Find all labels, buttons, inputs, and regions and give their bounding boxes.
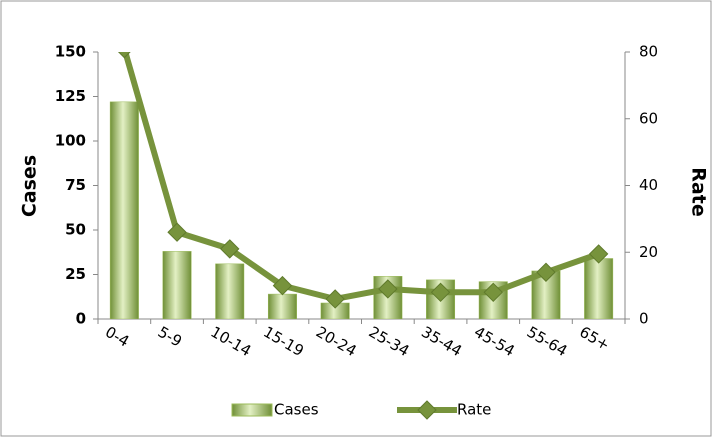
bar — [109, 101, 139, 319]
line-marker — [588, 244, 609, 264]
y2-tick-label: 20 — [639, 243, 658, 261]
y-tick-label: 150 — [55, 43, 86, 61]
y-tick-label: 100 — [55, 132, 86, 150]
line-marker — [430, 282, 451, 303]
line-marker — [325, 289, 345, 309]
bar — [215, 263, 245, 319]
legend-label: Rate — [457, 401, 491, 419]
legend-label: Cases — [274, 401, 319, 419]
line-marker — [272, 275, 293, 296]
bar — [162, 251, 192, 319]
line-marker — [483, 282, 503, 303]
legend-swatch — [231, 403, 273, 417]
y2-tick-label: 80 — [639, 43, 658, 61]
line-marker — [167, 222, 187, 242]
y2-axis-label: Rate — [688, 167, 710, 216]
y-tick-label: 125 — [55, 87, 86, 105]
legend-marker — [417, 400, 437, 420]
y-axis-label: Cases — [19, 155, 41, 217]
y2-tick-label: 0 — [639, 310, 649, 328]
line-marker — [378, 279, 398, 299]
line-marker — [536, 262, 556, 282]
bar — [584, 258, 614, 319]
line-marker — [117, 52, 131, 59]
y-tick-label: 75 — [65, 176, 86, 194]
y-tick-label: 25 — [65, 265, 86, 283]
y-tick-label: 0 — [76, 310, 86, 328]
y-tick-label: 50 — [65, 221, 86, 239]
line — [122, 52, 600, 302]
bar — [267, 293, 297, 319]
plot — [109, 52, 614, 319]
line-marker — [220, 239, 240, 259]
y2-tick-label: 40 — [639, 176, 658, 194]
y2-tick-label: 60 — [639, 109, 658, 127]
